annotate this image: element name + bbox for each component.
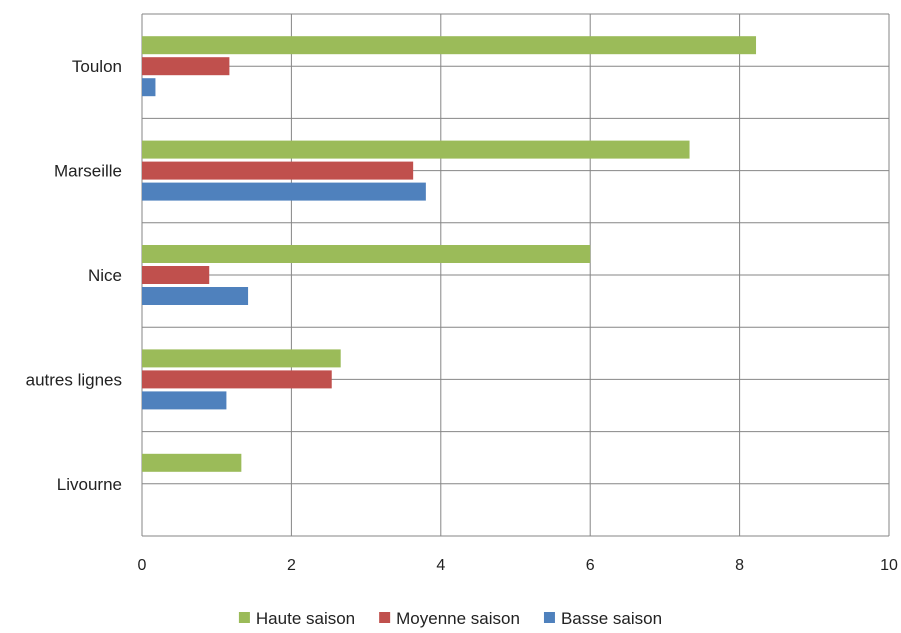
legend-swatch [543,612,555,623]
legend-swatch [379,612,391,623]
grid-layer [141,13,890,537]
x-tick-label: 2 [287,557,296,574]
bar-moyenne-saison-nice [142,266,210,284]
bar-basse-saison-nice [142,287,249,305]
bar-basse-saison-marseille [142,182,426,201]
legend-swatch [238,612,250,623]
bar-moyenne-saison-marseille [142,161,414,180]
bar-moyenne-saison-toulon [142,57,230,76]
bar-moyenne-saison-autres-lignes [142,370,332,389]
bar-haute-saison-livourne [142,453,242,472]
category-label: Livourne [57,475,122,494]
category-label: Nice [88,266,122,285]
x-tick-label: 4 [436,557,445,574]
bar-haute-saison-marseille [142,140,690,159]
category-label: Toulon [72,57,122,76]
bars [142,36,757,472]
x-tick-label: 10 [880,557,898,574]
category-label: autres lignes [26,370,122,389]
x-tick-label: 8 [735,557,744,574]
bar-haute-saison-autres-lignes [142,349,341,368]
category-labels: Toulon Marseille Nice autres lignes Livourne [26,57,122,494]
x-axis-tick-labels: 0 2 4 6 8 10 [138,557,898,574]
bar-basse-saison-toulon [142,78,156,97]
legend-label: Basse saison [561,609,662,628]
bar-basse-saison-autres-lignes [142,391,227,410]
legend: Haute saison Moyenne saison Basse saison [238,609,662,628]
bar-haute-saison-nice [142,245,591,263]
legend-label: Haute saison [256,609,355,628]
legend-label: Moyenne saison [396,609,520,628]
category-label: Marseille [54,162,122,181]
bar-haute-saison-toulon [142,36,757,55]
x-tick-label: 0 [138,557,147,574]
x-tick-label: 6 [586,557,595,574]
